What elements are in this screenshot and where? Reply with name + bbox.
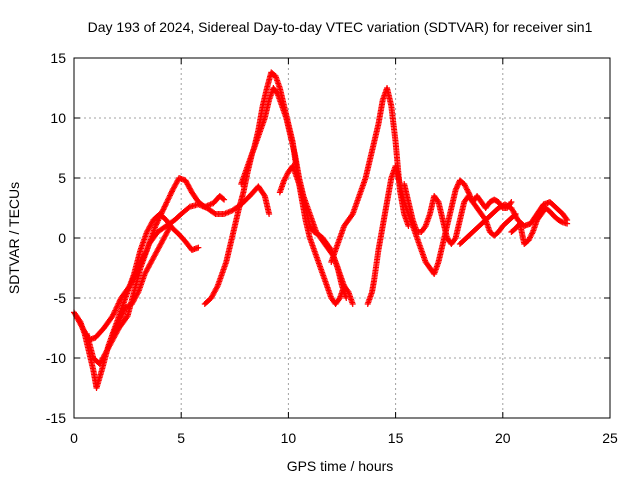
x-axis-ticks: 0 5 10 15 20 25 [70,58,618,446]
data-point [166,192,173,199]
data-point [115,300,122,307]
data-point [116,299,123,306]
data-point [166,193,173,200]
data-point [128,278,135,285]
data-point [166,224,173,231]
x-tick-label: 25 [602,430,618,446]
data-point [131,273,138,280]
y-tick-label: -15 [46,410,66,426]
data-point [454,182,461,189]
data-point [165,196,172,203]
data-point [167,223,174,229]
data-point [111,308,118,315]
data-point [128,280,135,287]
data-point [109,313,116,319]
data-point [221,196,228,203]
data-point [213,284,220,291]
data-point [195,244,202,251]
data-point [134,290,141,297]
data-point [161,205,168,211]
x-tick-label: 5 [177,430,185,446]
y-axis-ticks: -15 -10 -5 0 5 10 15 [46,50,610,426]
data-point [159,209,166,216]
data-point [163,200,170,207]
data-point [168,189,175,196]
data-point [160,206,167,213]
data-point [152,223,159,229]
data-point [157,211,164,218]
data-point [126,283,133,289]
y-tick-label: 5 [58,170,66,186]
data-point [156,214,163,221]
data-point [162,202,169,209]
data-point [153,221,160,228]
data-point [434,197,441,204]
data-point [158,210,165,217]
data-point [455,181,462,188]
data-point [161,203,168,210]
data-point [211,210,218,217]
chart-title: Day 193 of 2024, Sidereal Day-to-day VTE… [88,19,593,35]
data-point [167,191,174,198]
data-markers [71,69,571,391]
data-point [335,296,342,303]
data-point [154,218,161,225]
data-point [453,184,460,191]
data-point [115,320,122,327]
data-point [344,287,351,294]
data-point [155,216,162,223]
y-axis-label: SDTVAR / TECUs [6,182,22,294]
data-point [327,245,334,252]
data-point [220,195,227,202]
data-point [508,199,515,205]
data-point [159,207,166,214]
x-tick-label: 0 [70,430,78,446]
series-arc3 [83,183,273,367]
data-point [153,220,160,227]
data-point [155,217,162,224]
series-arc9 [364,163,519,307]
data-point [348,212,355,219]
data-point [112,307,119,314]
data-point [110,311,117,318]
data-point [127,281,134,288]
data-point [114,301,121,308]
data-point [452,187,459,193]
series-arc12 [508,205,571,247]
data-point [110,310,117,317]
data-point [451,236,458,243]
data-point [130,274,137,281]
data-point [349,301,356,307]
data-point [165,195,172,202]
y-tick-label: -10 [46,350,66,366]
data-point [453,185,460,192]
x-tick-label: 20 [495,430,511,446]
data-point [421,224,428,231]
data-point [564,220,571,227]
data-point [112,306,119,313]
data-point [116,297,123,304]
y-tick-label: -5 [54,290,67,306]
y-tick-label: 10 [50,110,66,126]
data-point [114,303,121,310]
series-arc4 [109,223,174,337]
data-point [164,198,171,205]
x-tick-label: 10 [281,430,297,446]
data-point [266,211,273,217]
data-point [113,304,120,311]
data-point [168,188,175,195]
data-point [261,191,268,198]
x-axis-label: GPS time / hours [287,458,394,474]
y-tick-label: 0 [58,230,66,246]
data-point [163,199,170,206]
data-point [123,314,130,321]
x-tick-label: 15 [388,430,404,446]
data-point [157,213,164,220]
y-tick-label: 15 [50,50,66,66]
